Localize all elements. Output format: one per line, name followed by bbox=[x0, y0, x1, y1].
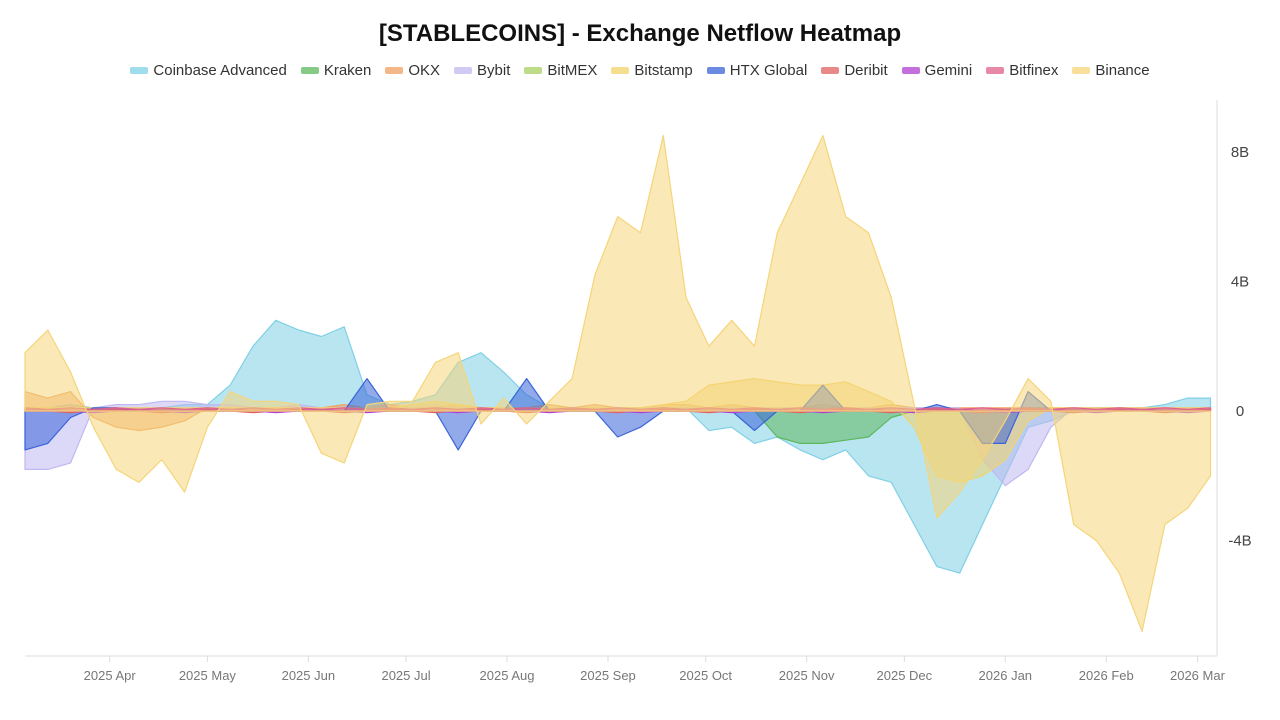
x-tick-label: 2025 Jul bbox=[381, 668, 430, 683]
legend-item-deribit[interactable]: Deribit bbox=[821, 62, 888, 79]
legend-label: Kraken bbox=[323, 62, 372, 79]
legend-item-okx[interactable]: OKX bbox=[385, 62, 440, 79]
y-tick-label: 0 bbox=[1236, 403, 1244, 420]
legend-item-htx-global[interactable]: HTX Global bbox=[706, 62, 808, 79]
legend-swatch bbox=[706, 67, 725, 74]
chart-title: [STABLECOINS] - Exchange Netflow Heatmap bbox=[378, 20, 902, 47]
x-tick-label: 2026 Feb bbox=[1079, 668, 1134, 683]
legend-item-bitfinex[interactable]: Bitfinex bbox=[986, 62, 1058, 79]
legend-item-gemini[interactable]: Gemini bbox=[901, 62, 973, 79]
legend-label: Deribit bbox=[844, 62, 888, 79]
legend-label: Binance bbox=[1095, 62, 1150, 79]
legend-label: Bybit bbox=[477, 62, 511, 79]
legend-label: Coinbase Advanced bbox=[153, 62, 287, 79]
y-tick-label: 8B bbox=[1231, 144, 1249, 161]
legend-item-coinbase-advanced[interactable]: Coinbase Advanced bbox=[130, 62, 287, 79]
legend-swatch bbox=[130, 67, 149, 74]
legend-label: OKX bbox=[408, 62, 441, 79]
x-tick-label: 2025 Apr bbox=[84, 668, 137, 683]
legend-label: HTX Global bbox=[729, 62, 808, 79]
legend-label: Bitfinex bbox=[1009, 62, 1059, 79]
x-tick-label: 2025 Nov bbox=[779, 668, 835, 683]
legend-swatch bbox=[300, 67, 319, 74]
x-tick-label: 2026 Jan bbox=[979, 668, 1033, 683]
legend-label: Gemini bbox=[924, 62, 973, 79]
y-tick-label: -4B bbox=[1228, 533, 1251, 550]
legend-item-kraken[interactable]: Kraken bbox=[300, 62, 372, 79]
legend-item-bitstamp[interactable]: Bitstamp bbox=[611, 62, 693, 79]
legend-swatch bbox=[611, 67, 630, 74]
x-tick-label: 2025 May bbox=[179, 668, 237, 683]
x-tick-label: 2025 Oct bbox=[679, 668, 732, 683]
legend-swatch bbox=[1072, 67, 1091, 74]
legend-item-binance[interactable]: Binance bbox=[1072, 62, 1150, 79]
legend-swatch bbox=[901, 67, 920, 74]
legend-item-bybit[interactable]: Bybit bbox=[454, 62, 510, 79]
legend-label: BitMEX bbox=[547, 62, 598, 79]
legend-swatch bbox=[524, 67, 543, 74]
legend-label: Bitstamp bbox=[634, 62, 693, 79]
x-tick-label: 2025 Dec bbox=[877, 668, 933, 683]
x-tick-label: 2025 Jun bbox=[282, 668, 336, 683]
x-tick-label: 2026 Mar bbox=[1170, 668, 1226, 683]
legend-swatch bbox=[385, 67, 404, 74]
legend: Coinbase Advanced Kraken OKX Bybit BitMEX Bit… bbox=[0, 62, 1280, 79]
y-tick-label: 4B bbox=[1231, 273, 1249, 290]
series-area-binance bbox=[24, 135, 1212, 632]
x-tick-label: 2025 Aug bbox=[480, 668, 535, 683]
x-tick-label: 2025 Sep bbox=[580, 668, 636, 683]
legend-swatch bbox=[454, 67, 473, 74]
legend-swatch bbox=[821, 67, 840, 74]
legend-item-bitmex[interactable]: BitMEX bbox=[524, 62, 597, 79]
legend-swatch bbox=[986, 67, 1005, 74]
